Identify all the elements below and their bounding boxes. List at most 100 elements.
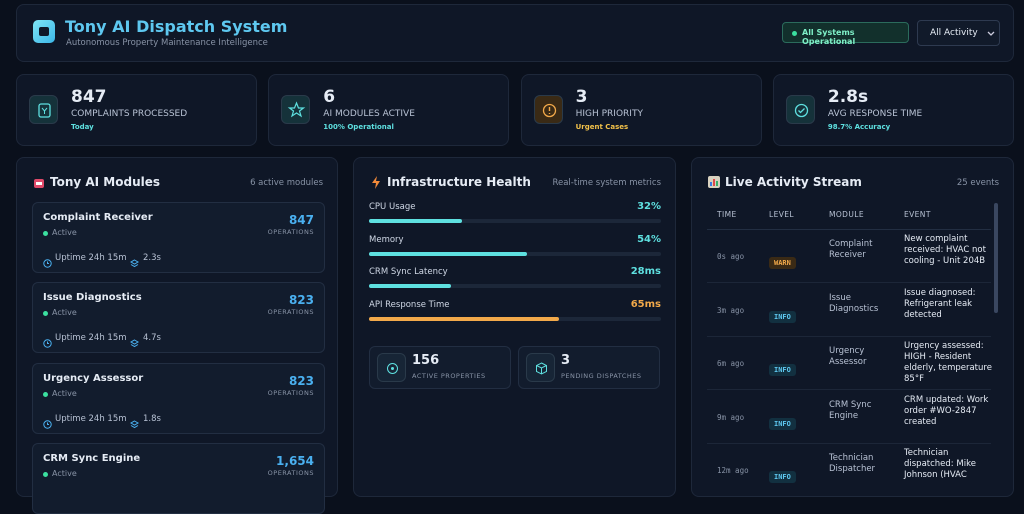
tile-icon bbox=[526, 353, 555, 382]
metric-bar bbox=[369, 219, 463, 223]
stat-card: 2.8s AVG RESPONSE TIME 98.7% Accuracy bbox=[772, 74, 1014, 146]
module-name: CRM Sync Engine bbox=[43, 452, 141, 464]
event-level: WARN bbox=[769, 250, 796, 269]
filter-select[interactable]: All Activity bbox=[917, 20, 1000, 46]
status-dot bbox=[43, 391, 48, 397]
level-badge: INFO bbox=[769, 364, 796, 376]
stat-icon bbox=[533, 95, 563, 124]
latency-icon bbox=[129, 333, 140, 352]
panel-subtitle: Real-time system metrics bbox=[552, 178, 661, 188]
latency-icon bbox=[129, 253, 140, 272]
tile-value: 3 bbox=[561, 353, 571, 368]
clock bbox=[43, 259, 52, 268]
activity-icon bbox=[708, 176, 720, 188]
icon-glyph bbox=[542, 103, 556, 118]
stat-value: 6 bbox=[323, 87, 336, 107]
module-card: Issue Diagnostics Active 823 OPERATIONS Upti… bbox=[32, 282, 325, 354]
layers bbox=[129, 259, 140, 268]
metric-bar bbox=[369, 251, 527, 256]
module-operations: 823 bbox=[288, 373, 314, 388]
status-dot bbox=[43, 231, 48, 236]
event-text: New complaint received: HVAC not cooling… bbox=[904, 234, 986, 266]
tile-label: PENDING DISPATCHES bbox=[561, 372, 642, 380]
uptime-icon bbox=[43, 414, 52, 433]
metric-bar bbox=[369, 316, 559, 321]
level-badge: WARN bbox=[769, 257, 796, 269]
header: Tony AI Dispatch System Autonomous Prope… bbox=[16, 4, 1014, 62]
activity-row: 3m ago INFO Issue Diagnostics Issue diagnos… bbox=[707, 284, 991, 337]
module-uptime: Uptime 24h 15m bbox=[55, 413, 127, 424]
tile-value: 156 bbox=[412, 353, 440, 368]
metric-track bbox=[369, 219, 661, 223]
layers bbox=[129, 420, 140, 428]
event-time: 0s ago bbox=[717, 252, 745, 261]
stat-label: AVG RESPONSE TIME bbox=[827, 109, 923, 119]
module-card: Urgency Assessor Active 823 OPERATIONS Uptim… bbox=[32, 362, 325, 434]
stat-sub: Urgent Cases bbox=[575, 123, 629, 131]
panel-count: 25 events bbox=[956, 178, 999, 188]
stat-card: 847 COMPLAINTS PROCESSED Today bbox=[16, 74, 257, 146]
level-badge: INFO bbox=[769, 310, 796, 323]
metric-track bbox=[369, 251, 661, 256]
module-latency: 1.8s bbox=[143, 413, 161, 424]
icon-glyph bbox=[387, 363, 398, 374]
module-uptime: Uptime 24h 15m bbox=[55, 333, 127, 344]
stat-icon bbox=[785, 95, 815, 124]
metric-value: 32% bbox=[637, 201, 661, 212]
logo-icon bbox=[39, 27, 49, 36]
operations-label: OPERATIONS bbox=[267, 388, 314, 397]
event-text: Urgency assessed: HIGH - Resident elderl… bbox=[904, 341, 992, 384]
clock bbox=[43, 419, 52, 429]
event-module: Urgency Assessor bbox=[829, 346, 867, 367]
module-operations: 1,654 bbox=[276, 453, 314, 468]
module-card: CRM Sync Engine Active 1,654 OPERATIONS bbox=[32, 442, 325, 514]
metric-bar bbox=[369, 284, 451, 288]
stat-card: 6 AI MODULES ACTIVE 100% Operational bbox=[268, 74, 510, 146]
summary-tile: 3 PENDING DISPATCHES bbox=[518, 346, 660, 389]
scrollbar[interactable] bbox=[994, 203, 998, 313]
metric-value: 54% bbox=[637, 233, 661, 245]
panel-title: Infrastructure Health bbox=[387, 175, 531, 189]
stat-value: 847 bbox=[71, 87, 107, 107]
stat-icon bbox=[29, 95, 58, 124]
layers bbox=[129, 339, 140, 348]
icon-glyph bbox=[287, 101, 306, 118]
stat-card: 3 HIGH PRIORITY Urgent Cases bbox=[520, 74, 762, 146]
module-status: Active bbox=[52, 388, 77, 398]
stat-sub: 98.7% Accuracy bbox=[827, 123, 891, 131]
metric-value: 28ms bbox=[630, 266, 661, 277]
activity-row: 0s ago WARN Complaint Receiver New complain… bbox=[707, 230, 991, 283]
operations-label: OPERATIONS bbox=[267, 228, 314, 236]
metric-name: CRM Sync Latency bbox=[369, 267, 448, 277]
panel-title: Tony AI Modules bbox=[50, 175, 161, 189]
tile-icon bbox=[377, 353, 406, 382]
status-dot bbox=[43, 471, 48, 477]
status-dot bbox=[43, 311, 48, 317]
module-status: Active bbox=[52, 308, 77, 318]
stat-label: HIGH PRIORITY bbox=[575, 109, 643, 119]
event-module: CRM Sync Engine bbox=[829, 399, 872, 421]
icon-glyph bbox=[536, 362, 547, 375]
activity-panel: Live Activity Stream 25 events TIME LEVEL… bbox=[691, 157, 1014, 497]
event-level: INFO bbox=[769, 357, 796, 376]
module-uptime: Uptime 24h 15m bbox=[55, 253, 127, 263]
metric-value: 65ms bbox=[630, 298, 661, 310]
logo bbox=[33, 20, 55, 43]
activity-row: 12m ago INFO Technician Dispatcher Technici… bbox=[707, 444, 991, 496]
infrastructure-panel: Infrastructure Health Real-time system m… bbox=[353, 157, 676, 497]
modules-icon bbox=[34, 179, 44, 188]
stat-value: 2.8s bbox=[827, 87, 869, 107]
event-module: Issue Diagnostics bbox=[829, 292, 879, 314]
uptime-icon bbox=[43, 333, 52, 352]
module-card: Complaint Receiver Active 847 OPERATIONS Upt… bbox=[32, 202, 325, 273]
filter-text: All Activity bbox=[930, 28, 978, 38]
event-text: Technician dispatched: Mike Johnson (HVA… bbox=[904, 448, 976, 480]
subtitle: Autonomous Property Maintenance Intellig… bbox=[66, 38, 268, 48]
module-operations: 847 bbox=[288, 213, 314, 227]
module-status: Active bbox=[52, 228, 77, 237]
event-text: CRM updated: Work order #WO-2847 created bbox=[904, 394, 989, 427]
panel-count: 6 active modules bbox=[250, 178, 323, 188]
latency-icon bbox=[129, 414, 140, 433]
event-level: INFO bbox=[769, 304, 796, 323]
tile-label: ACTIVE PROPERTIES bbox=[412, 372, 486, 380]
